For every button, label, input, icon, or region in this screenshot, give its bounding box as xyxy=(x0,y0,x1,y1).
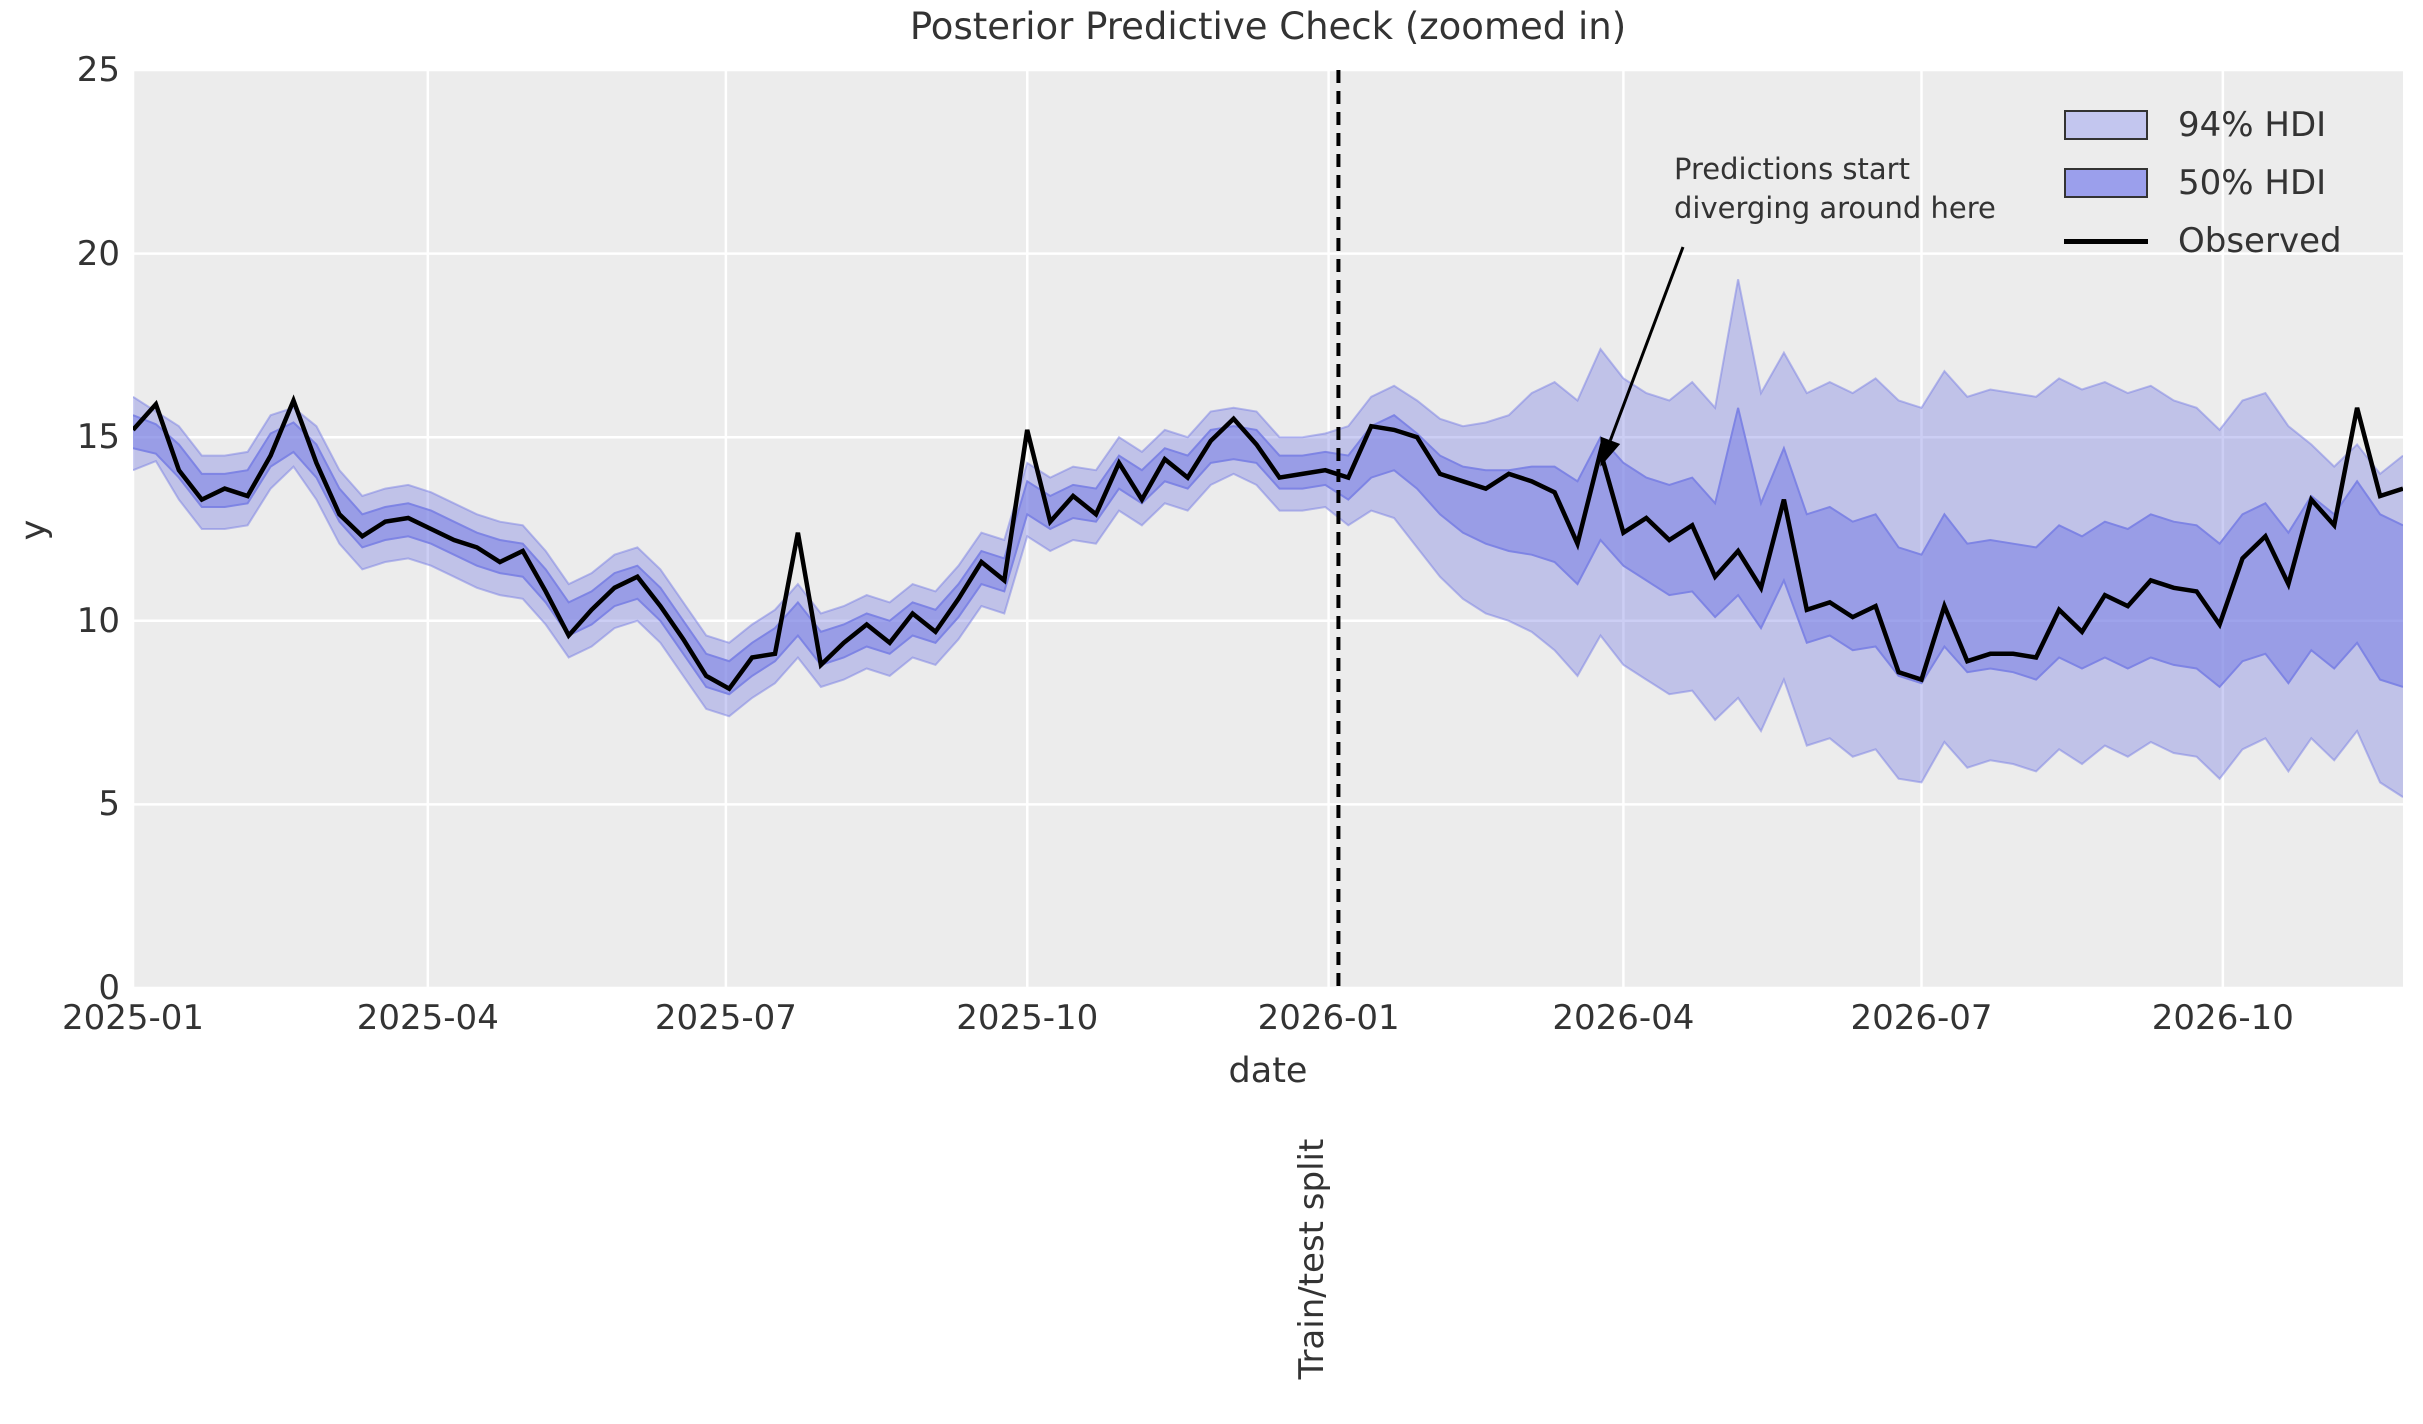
legend-label: Observed xyxy=(2178,221,2342,261)
hdi-94-swatch-icon xyxy=(2064,110,2148,140)
x-tick-label: 2025-01 xyxy=(61,998,205,1038)
train-test-split-label: Train/test split xyxy=(1292,1138,1332,1380)
annotation-text: Predictions start diverging around here xyxy=(1674,150,1996,228)
annotation-arrow-shaft xyxy=(1608,246,1685,441)
hdi-50-band-upper-edge xyxy=(133,407,2403,663)
y-tick-label: 20 xyxy=(76,233,120,274)
chart-title: Posterior Predictive Check (zoomed in) xyxy=(909,5,1627,48)
legend-item-50-hdi: 50% HDI xyxy=(2064,154,2342,212)
x-tick-label: 2025-10 xyxy=(956,998,1099,1038)
hdi-50-swatch-icon xyxy=(2064,168,2148,198)
x-tick-label: 2025-04 xyxy=(356,998,499,1038)
hdi-50-band-lower-edge xyxy=(133,447,2403,696)
y-tick-label: 10 xyxy=(76,600,120,641)
hdi-94-band-upper-edge xyxy=(133,279,2403,644)
legend-item-observed: Observed xyxy=(2064,212,2342,270)
legend-item-94-hdi: 94% HDI xyxy=(2064,96,2342,154)
x-tick-label: 2026-04 xyxy=(1552,998,1695,1038)
x-tick-label: 2025-07 xyxy=(654,998,797,1038)
y-tick-label: 25 xyxy=(76,50,120,90)
plot-background xyxy=(133,70,2403,988)
legend: 94% HDI 50% HDI Observed xyxy=(2064,96,2342,270)
x-tick-label: 2026-10 xyxy=(2151,998,2294,1038)
x-tick-label: 2026-01 xyxy=(1257,998,1400,1038)
legend-label: 50% HDI xyxy=(2178,163,2327,203)
legend-label: 94% HDI xyxy=(2178,105,2327,145)
y-tick-label: 15 xyxy=(76,417,120,458)
annotation-line-2: diverging around here xyxy=(1674,191,1996,225)
hdi-94-band-lower-edge xyxy=(133,459,2403,798)
hdi-50-band xyxy=(133,407,2403,695)
observed-line-swatch-icon xyxy=(2064,238,2148,244)
y-tick-label: 5 xyxy=(98,784,120,825)
x-tick-label: 2026-07 xyxy=(1850,998,1993,1038)
x-axis-label: date xyxy=(1228,1051,1308,1091)
annotation-line-1: Predictions start xyxy=(1674,152,1910,186)
observed-line xyxy=(133,394,2403,692)
annotation-arrow-head-icon xyxy=(1600,436,1621,467)
y-tick-label: 0 xyxy=(98,968,120,1008)
